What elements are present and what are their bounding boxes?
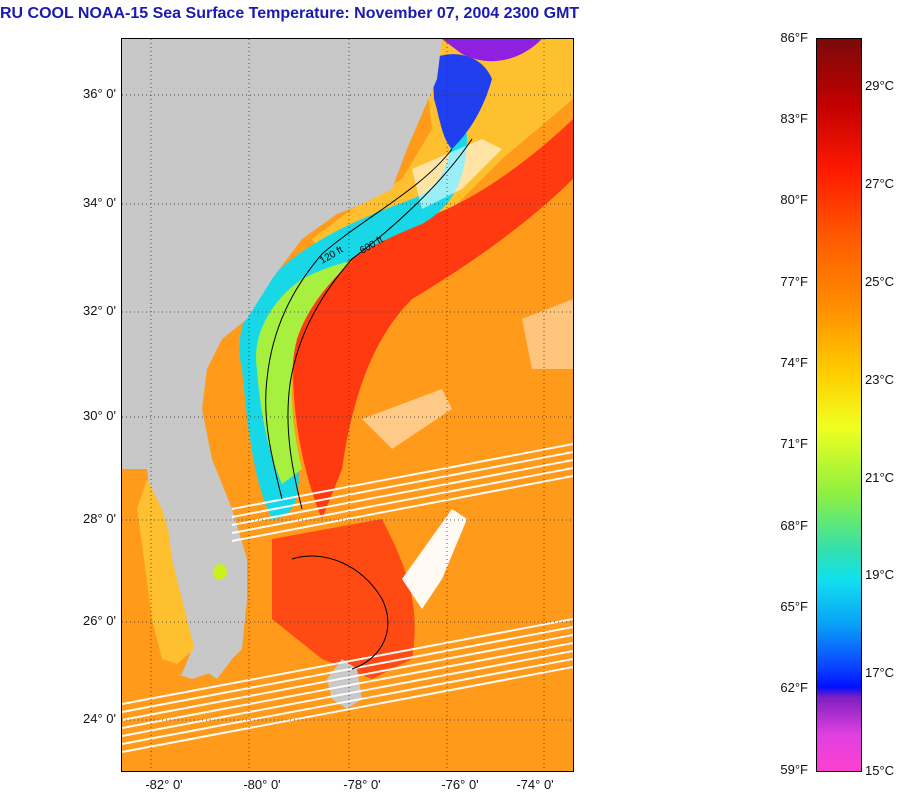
florida-shelf: [137, 479, 194, 664]
lat-label-32: 32° 0': [83, 303, 116, 318]
colorbar-label-21c: 21°C: [865, 470, 895, 485]
lon-label-80: -80° 0': [243, 777, 281, 792]
colorbar-label-80f: 80°F: [780, 192, 808, 207]
colorbar-label-59f: 59°F: [780, 762, 808, 777]
colorbar-label-71f: 71°F: [780, 436, 808, 451]
swath-gap-lines: [122, 443, 573, 753]
land-florida: [167, 459, 242, 679]
lat-label-24: 24° 0': [83, 711, 116, 726]
colorbar-label-86f: 86°F: [780, 30, 808, 45]
colorbar-label-15c: 15°C: [865, 763, 895, 778]
colorbar-label-25c: 25°C: [865, 274, 895, 289]
bathymetry-contours: [265, 138, 473, 670]
shelf-water-green: [256, 261, 352, 484]
colorbar-label-29c: 29°C: [865, 78, 895, 93]
lat-label-34: 34° 0': [83, 195, 116, 210]
lat-label-28: 28° 0': [83, 511, 116, 526]
sst-map[interactable]: 120 ft 600 ft: [121, 38, 574, 772]
sst-map-canvas: 120 ft 600 ft: [122, 39, 573, 771]
temperature-colorbar: [816, 38, 862, 772]
shelf-water: [239, 129, 467, 519]
colorbar-label-17c: 17°C: [865, 665, 895, 680]
lon-label-78: -78° 0': [343, 777, 381, 792]
colorbar-label-62f: 62°F: [780, 680, 808, 695]
map-title: RU COOL NOAA-15 Sea Surface Temperature:…: [0, 5, 580, 22]
colorbar-label-68f: 68°F: [780, 518, 808, 533]
colorbar-label-65f: 65°F: [780, 599, 808, 614]
northern-shelf-water: [312, 39, 573, 269]
colorbar-label-83f: 83°F: [780, 111, 808, 126]
lon-label-76: -76° 0': [441, 777, 479, 792]
lat-label-30: 30° 0': [83, 408, 116, 423]
nearshore-magenta: [442, 39, 542, 62]
lon-label-74: -74° 0': [516, 777, 554, 792]
lon-label-82: -82° 0': [145, 777, 183, 792]
colorbar-label-77f: 77°F: [780, 274, 808, 289]
colorbar-label-19c: 19°C: [865, 567, 895, 582]
cloud-cover: [362, 139, 573, 609]
colorbar-label-74f: 74°F: [780, 355, 808, 370]
gulf-stream-south: [272, 519, 415, 679]
colorbar-label-27c: 27°C: [865, 176, 895, 191]
colorbar-label-23c: 23°C: [865, 372, 895, 387]
lat-label-36: 36° 0': [83, 86, 116, 101]
lat-label-26: 26° 0': [83, 613, 116, 628]
gulf-stream: [293, 119, 573, 519]
lake-okeechobee: [213, 564, 227, 580]
nearshore-cold-water: [432, 54, 492, 149]
